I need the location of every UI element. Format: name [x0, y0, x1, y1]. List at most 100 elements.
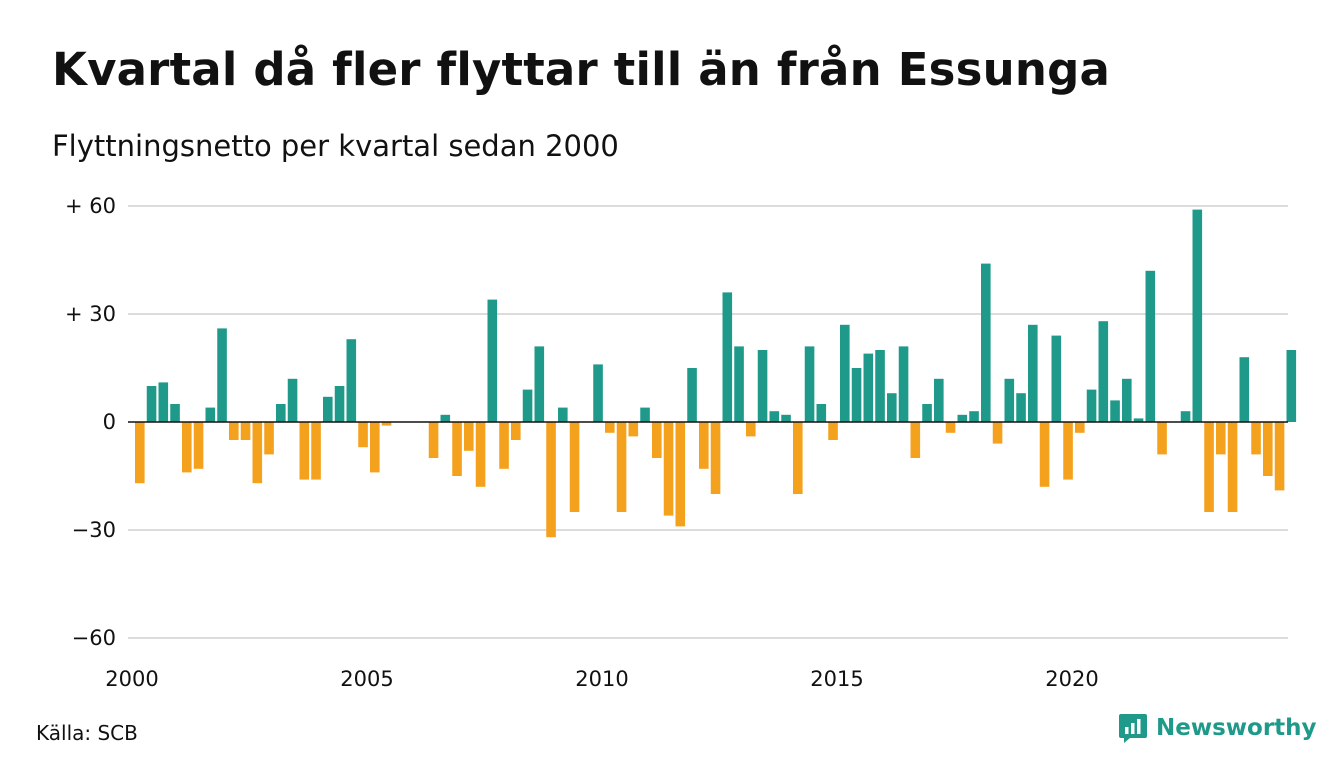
- bar: [1133, 418, 1144, 422]
- bar: [616, 422, 627, 512]
- bars: [135, 209, 1297, 538]
- bar: [628, 422, 639, 437]
- bar: [828, 422, 838, 440]
- bar: [863, 353, 874, 422]
- bar: [170, 404, 180, 422]
- bar: [945, 422, 956, 433]
- bar: [1192, 209, 1203, 422]
- bar: [934, 378, 944, 422]
- bar: [675, 422, 686, 527]
- bar: [652, 422, 662, 458]
- bar: [769, 411, 780, 422]
- bar: [1286, 350, 1297, 422]
- source-note: Källa: SCB: [36, 721, 138, 745]
- newsworthy-logo-icon: [1119, 714, 1147, 743]
- bar: [452, 422, 462, 476]
- bar: [1251, 422, 1261, 455]
- bar: [252, 422, 263, 484]
- bar: [1227, 422, 1238, 512]
- bar: [1216, 422, 1226, 455]
- bar: [1263, 422, 1273, 476]
- x-tick-label: 2010: [575, 667, 628, 691]
- bar: [969, 411, 979, 422]
- bar: [569, 422, 580, 512]
- bar: [851, 368, 862, 422]
- bar: [992, 422, 1003, 444]
- bar: [887, 393, 897, 422]
- bar: [605, 422, 615, 433]
- bar: [1098, 321, 1109, 422]
- bar: [922, 404, 932, 422]
- bar: [981, 263, 991, 422]
- bar: [840, 324, 850, 422]
- bar: [1180, 411, 1191, 422]
- bar: [1063, 422, 1073, 480]
- bar: [299, 422, 310, 480]
- x-tick-label: 2020: [1045, 667, 1098, 691]
- bar: [346, 339, 357, 422]
- bar: [699, 422, 709, 469]
- bar: [217, 328, 227, 422]
- bar: [475, 422, 486, 487]
- bar: [264, 422, 274, 455]
- bar: [511, 422, 521, 440]
- bar: [558, 407, 568, 422]
- bar: [182, 422, 192, 473]
- bar: [1239, 357, 1250, 422]
- bar: [381, 422, 392, 426]
- bar: [1145, 270, 1156, 422]
- bar: [487, 299, 498, 422]
- chart-subtitle: Flyttningsnetto per kvartal sedan 2000: [52, 129, 619, 163]
- bar: [229, 422, 239, 440]
- bar: [722, 292, 733, 422]
- y-axis-labels: + 60 + 30 0 −30 −60: [65, 194, 116, 650]
- gridlines: [128, 205, 1288, 639]
- bar: [663, 422, 674, 516]
- bar: [1028, 324, 1038, 422]
- bar: [1204, 422, 1214, 512]
- y-tick-label: −60: [72, 626, 116, 650]
- bar: [1039, 422, 1050, 487]
- x-tick-label: 2005: [340, 667, 393, 691]
- bar: [1110, 400, 1120, 422]
- bar: [440, 414, 451, 422]
- bar: [276, 404, 286, 422]
- bar: [240, 422, 251, 440]
- bar: [710, 422, 721, 494]
- bar: [1075, 422, 1085, 433]
- bar: [898, 346, 909, 422]
- bar: [1086, 389, 1097, 422]
- bar: [804, 346, 815, 422]
- bar: [428, 422, 439, 458]
- chart-title: Kvartal då fler flyttar till än från Ess…: [52, 43, 1111, 96]
- y-tick-label: 0: [103, 410, 116, 434]
- bar: [1051, 335, 1062, 422]
- bar: [146, 386, 157, 422]
- bar: [687, 368, 697, 422]
- bar: [135, 422, 145, 484]
- newsworthy-brand: Newsworthy: [1118, 712, 1317, 744]
- bar: [793, 422, 803, 494]
- y-tick-label: + 60: [65, 194, 116, 218]
- bar: [957, 414, 968, 422]
- bar: [781, 414, 791, 422]
- bar: [640, 407, 650, 422]
- bar: [311, 422, 321, 480]
- y-tick-label: + 30: [65, 302, 116, 326]
- bar: [1122, 378, 1132, 422]
- bar: [1157, 422, 1167, 455]
- bar: [875, 350, 885, 422]
- bar: [734, 346, 744, 422]
- bar: [534, 346, 545, 422]
- bar: [193, 422, 204, 469]
- x-tick-label: 2015: [810, 667, 863, 691]
- bar: [370, 422, 380, 473]
- bar: [593, 364, 603, 422]
- bar: [816, 404, 827, 422]
- bar: [464, 422, 474, 451]
- bar: [499, 422, 509, 469]
- bar: [1004, 378, 1015, 422]
- bar: [358, 422, 368, 448]
- bar: [910, 422, 921, 458]
